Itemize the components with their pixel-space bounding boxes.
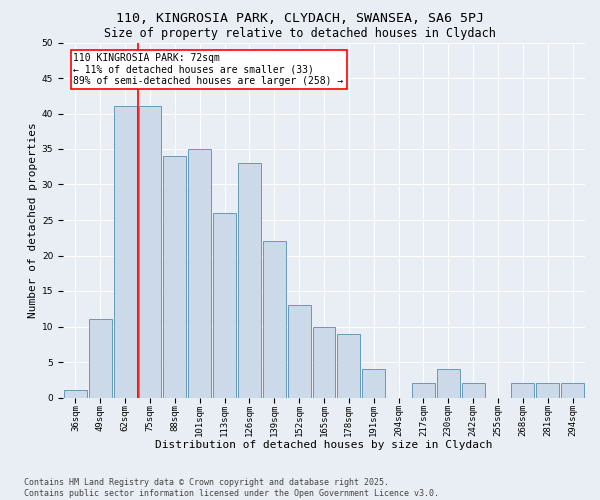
Bar	[238, 163, 261, 398]
Bar	[561, 384, 584, 398]
Bar	[362, 369, 385, 398]
Bar	[412, 384, 435, 398]
Bar	[114, 106, 137, 398]
Bar	[213, 213, 236, 398]
Bar	[462, 384, 485, 398]
Text: Contains HM Land Registry data © Crown copyright and database right 2025.
Contai: Contains HM Land Registry data © Crown c…	[24, 478, 439, 498]
Text: Size of property relative to detached houses in Clydach: Size of property relative to detached ho…	[104, 28, 496, 40]
Bar	[139, 106, 161, 398]
Text: 110 KINGROSIA PARK: 72sqm
← 11% of detached houses are smaller (33)
89% of semi-: 110 KINGROSIA PARK: 72sqm ← 11% of detac…	[73, 53, 344, 86]
Bar	[188, 149, 211, 398]
Bar	[437, 369, 460, 398]
Text: 110, KINGROSIA PARK, CLYDACH, SWANSEA, SA6 5PJ: 110, KINGROSIA PARK, CLYDACH, SWANSEA, S…	[116, 12, 484, 26]
Bar	[89, 320, 112, 398]
Bar	[313, 326, 335, 398]
Bar	[64, 390, 87, 398]
X-axis label: Distribution of detached houses by size in Clydach: Distribution of detached houses by size …	[155, 440, 493, 450]
Bar	[337, 334, 360, 398]
Bar	[288, 305, 311, 398]
Bar	[511, 384, 534, 398]
Bar	[163, 156, 186, 398]
Y-axis label: Number of detached properties: Number of detached properties	[28, 122, 38, 318]
Bar	[263, 242, 286, 398]
Bar	[536, 384, 559, 398]
